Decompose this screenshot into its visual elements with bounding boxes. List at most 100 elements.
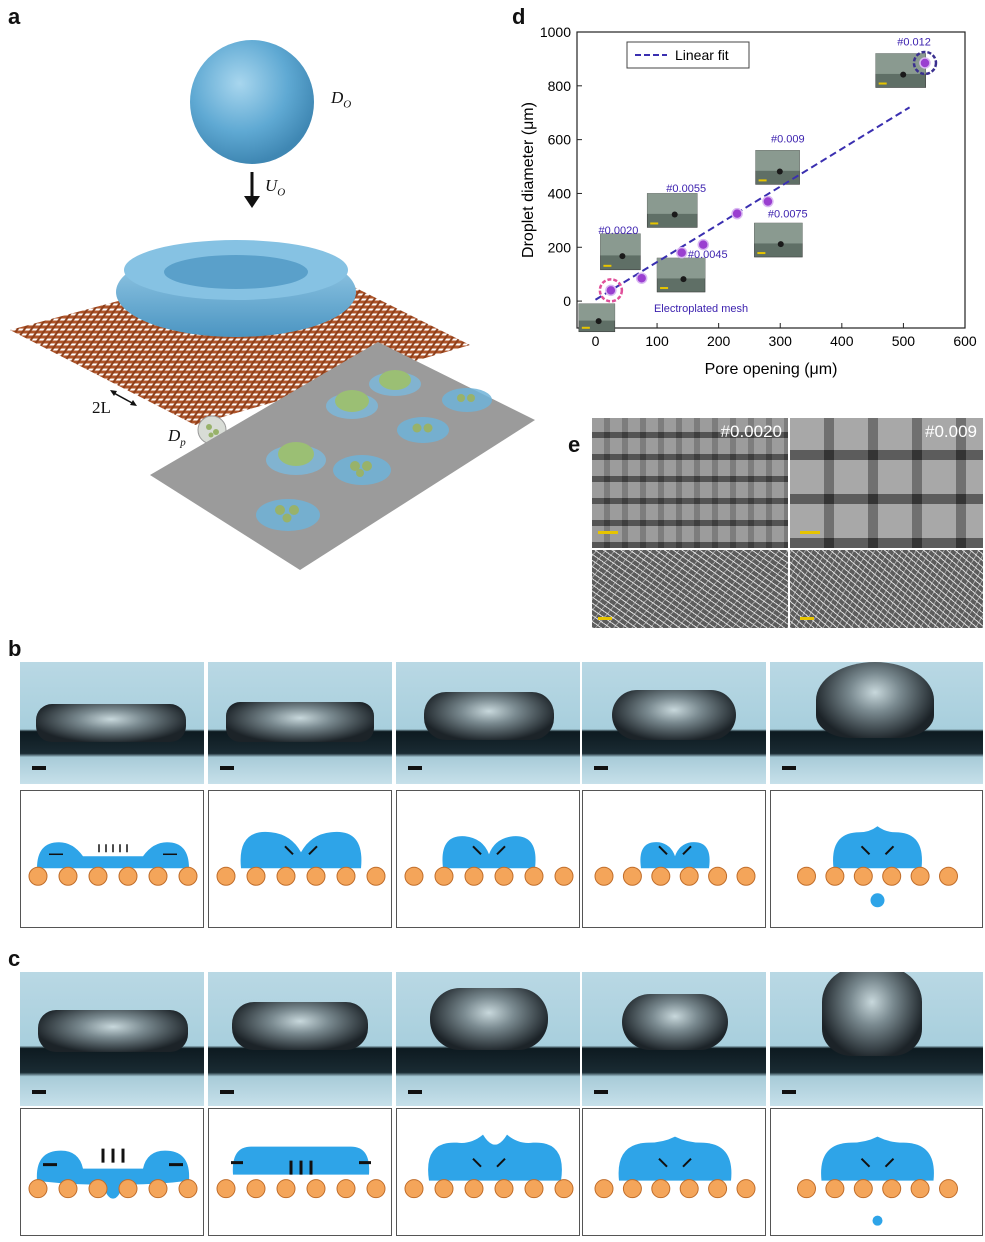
scale-bar bbox=[598, 617, 612, 620]
mesh-wire-icon bbox=[118, 1179, 138, 1199]
droplet-image bbox=[424, 692, 554, 740]
mesh-wire-icon bbox=[524, 1179, 544, 1199]
panel-a-illustration bbox=[10, 40, 535, 570]
substrate-plate bbox=[150, 342, 535, 570]
mesh-wire-icon bbox=[594, 1179, 614, 1199]
droplet-icon bbox=[900, 71, 907, 78]
droplet-icon bbox=[776, 168, 783, 175]
scale-bar bbox=[782, 766, 796, 770]
scale-bar bbox=[782, 1090, 796, 1094]
mesh-wire-icon bbox=[853, 866, 873, 886]
data-point bbox=[635, 272, 648, 284]
y-tick-label: 200 bbox=[548, 239, 572, 255]
mesh-wire-icon bbox=[464, 866, 484, 886]
sample-annotation: #0.0055 bbox=[666, 183, 706, 195]
flow-arrows bbox=[472, 1157, 506, 1168]
high-speed-frame bbox=[396, 972, 580, 1106]
label-particle-diameter: Dp bbox=[168, 426, 186, 449]
sketch-drawing bbox=[594, 1136, 756, 1199]
flow-arrows bbox=[231, 1160, 371, 1175]
schematic-sketch bbox=[208, 1108, 392, 1236]
scale-bar bbox=[32, 1090, 46, 1094]
label-impact-velocity: UO bbox=[265, 176, 286, 199]
data-point bbox=[697, 238, 710, 251]
sample-annotation: Electroplated mesh bbox=[654, 303, 748, 315]
scale-bar bbox=[660, 287, 669, 290]
mesh-wire-icon bbox=[178, 866, 198, 886]
droplet-image bbox=[232, 1002, 368, 1050]
droplet-icon bbox=[680, 276, 687, 283]
liquid-shape bbox=[833, 826, 922, 869]
mesh-wire-icon bbox=[366, 1179, 386, 1199]
y-tick-label: 400 bbox=[548, 185, 572, 201]
mesh-wire-icon bbox=[148, 866, 168, 886]
flow-arrows bbox=[472, 845, 506, 855]
liquid-shape bbox=[821, 1136, 934, 1181]
mesh-wire-icon bbox=[58, 866, 78, 886]
scale-bar bbox=[594, 766, 608, 770]
scale-bar bbox=[757, 252, 766, 255]
mesh-wire-icon bbox=[882, 866, 902, 886]
mesh-wire-icon bbox=[404, 1179, 424, 1199]
mesh-wire-icon bbox=[708, 866, 728, 886]
y-axis-label: Droplet diameter (μm) bbox=[520, 102, 537, 258]
flow-arrows bbox=[43, 1148, 183, 1167]
mesh-wire-icon bbox=[910, 1179, 930, 1199]
panel-b-letter: b bbox=[8, 636, 22, 661]
scale-bar bbox=[32, 766, 46, 770]
mesh-wire-icon bbox=[216, 866, 236, 886]
scale-bar bbox=[408, 766, 422, 770]
high-speed-frame bbox=[396, 662, 580, 784]
droplet-image bbox=[612, 690, 736, 740]
sketch-drawing bbox=[216, 1146, 386, 1199]
scale-bar bbox=[878, 82, 887, 85]
droplet-image bbox=[430, 988, 548, 1050]
scale-bar bbox=[598, 531, 618, 534]
droplet-icon bbox=[777, 241, 784, 248]
droplet-inset-photo bbox=[600, 233, 641, 271]
mesh-wire-icon bbox=[178, 1179, 198, 1199]
y-tick-label: 600 bbox=[548, 132, 572, 148]
y-tick-label: 1000 bbox=[540, 24, 571, 40]
label-droplet-diameter: DO bbox=[331, 88, 352, 111]
highlight-ring bbox=[912, 50, 938, 76]
high-speed-frame bbox=[20, 662, 204, 784]
x-tick-label: 0 bbox=[592, 333, 600, 349]
mesh-wire-icon bbox=[276, 866, 296, 886]
droplet-image bbox=[36, 704, 186, 742]
penetrated-droplet bbox=[872, 1215, 883, 1226]
schematic-sketch bbox=[770, 790, 983, 928]
schematic-sketch bbox=[20, 790, 204, 928]
mesh-wire-icon bbox=[622, 866, 642, 886]
scale-bar bbox=[650, 222, 659, 225]
x-tick-label: 100 bbox=[645, 333, 669, 349]
high-speed-frame bbox=[582, 972, 766, 1106]
x-axis-label: Pore opening (μm) bbox=[705, 361, 838, 378]
mesh-wire-icon bbox=[797, 866, 816, 886]
sketch-drawing bbox=[797, 1136, 958, 1226]
legend-label: Linear fit bbox=[675, 47, 729, 63]
mesh-wire-icon bbox=[148, 1179, 168, 1199]
mesh-wire-icon bbox=[554, 1179, 574, 1199]
scale-bar bbox=[603, 264, 612, 267]
flow-arrows bbox=[284, 845, 318, 855]
mesh-wire-icon bbox=[939, 866, 958, 886]
droplet-image bbox=[38, 1010, 188, 1052]
liquid-shape bbox=[428, 1134, 562, 1181]
mesh-wire-icon bbox=[736, 1179, 756, 1199]
sample-annotation: #0.0075 bbox=[768, 209, 808, 221]
scale-bar bbox=[220, 766, 234, 770]
mesh-wire-icon bbox=[306, 1179, 326, 1199]
schematic-sketch bbox=[582, 1108, 766, 1236]
mesh-wire-icon bbox=[246, 866, 266, 886]
mesh-wire-icon bbox=[708, 1179, 728, 1199]
mesh-wire-icon bbox=[594, 866, 614, 886]
droplet-inset-photo bbox=[656, 257, 706, 293]
mesh-wire-icon bbox=[939, 1179, 958, 1199]
liquid-shape bbox=[618, 1136, 732, 1181]
schematic-sketch bbox=[396, 790, 580, 928]
mesh-wire-icon bbox=[524, 866, 544, 886]
plot-frame bbox=[576, 31, 966, 329]
sketch-drawing bbox=[404, 1134, 574, 1199]
scale-bar bbox=[220, 1090, 234, 1094]
